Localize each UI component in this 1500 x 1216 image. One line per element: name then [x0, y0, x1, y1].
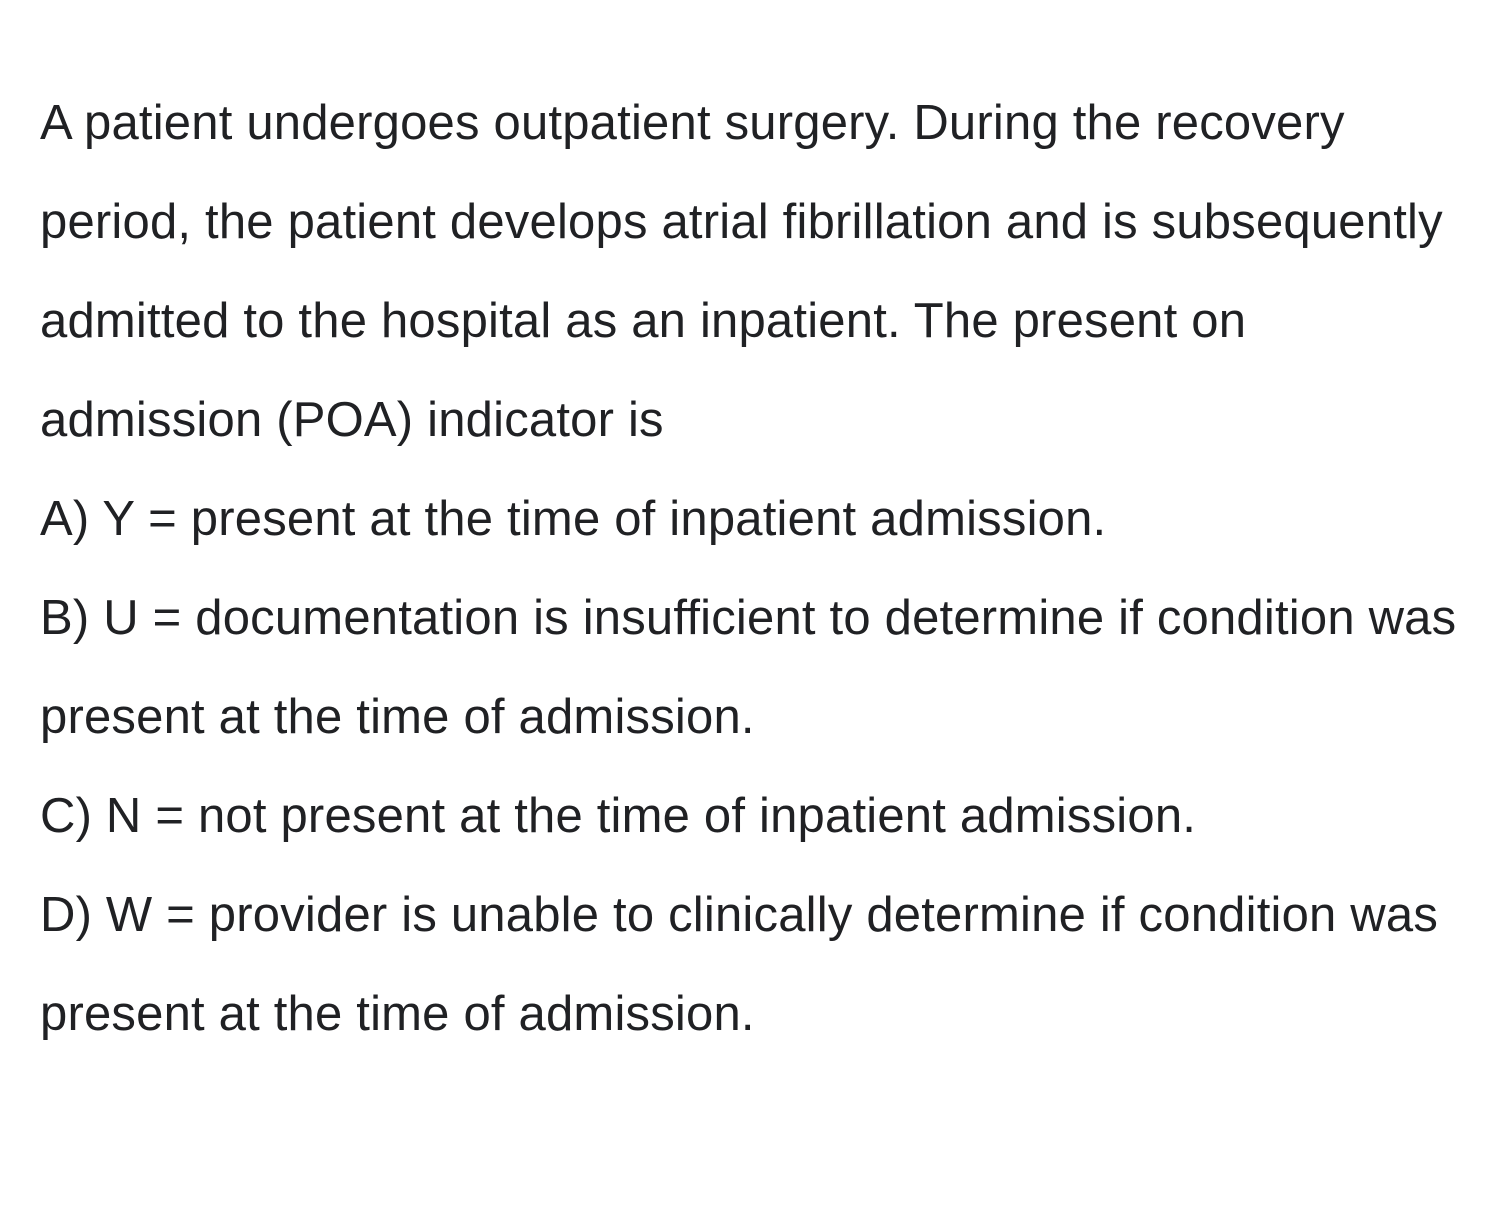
option-b: B) U = documentation is insufficient to …	[40, 591, 1456, 744]
question-stem: A patient undergoes outpatient surgery. …	[40, 96, 1443, 447]
option-c: C) N = not present at the time of inpati…	[40, 789, 1196, 843]
option-d: D) W = provider is unable to clinically …	[40, 888, 1438, 1041]
question-text-block: A patient undergoes outpatient surgery. …	[0, 0, 1500, 1064]
option-a: A) Y = present at the time of inpatient …	[40, 492, 1106, 546]
